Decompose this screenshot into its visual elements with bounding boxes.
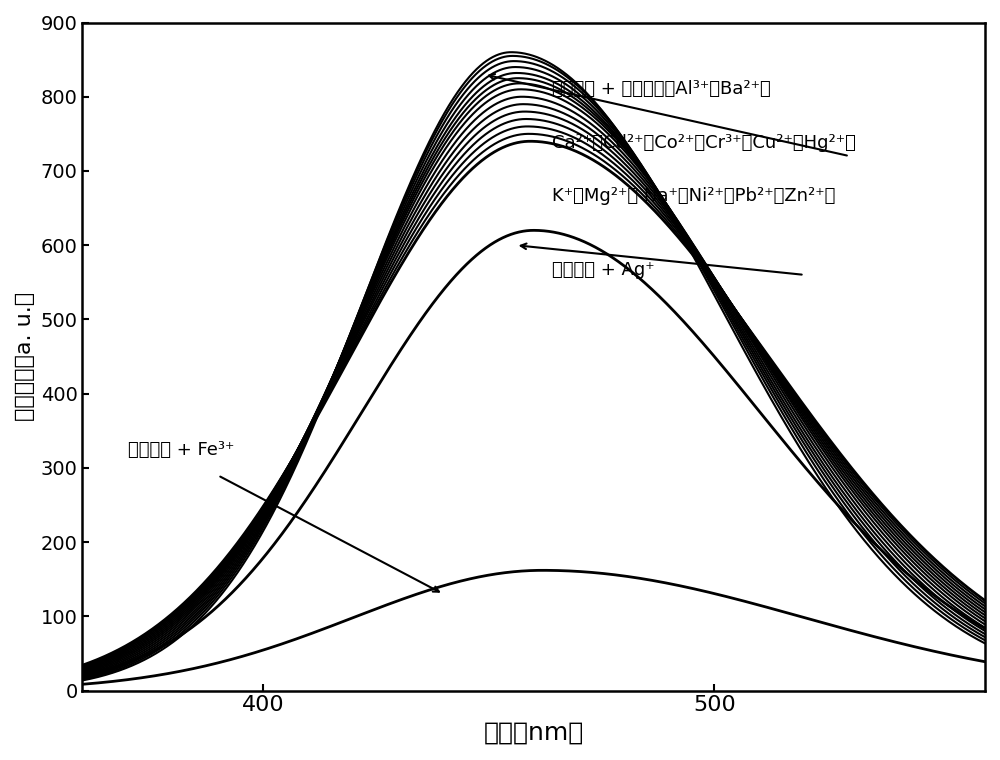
Text: 荧光探针 + Ag⁺: 荧光探针 + Ag⁺ (552, 261, 654, 279)
Text: Ca²⁺、Cd²⁺、Co²⁺、Cr³⁺、Cu²⁺、Hg²⁺、: Ca²⁺、Cd²⁺、Co²⁺、Cr³⁺、Cu²⁺、Hg²⁺、 (552, 134, 856, 152)
X-axis label: 波长（nm）: 波长（nm） (484, 721, 584, 745)
Text: 荧光探针 + Fe³⁺: 荧光探针 + Fe³⁺ (128, 441, 234, 459)
Text: 荧光探针 + 金属离子（Al³⁺、Ba²⁺、: 荧光探针 + 金属离子（Al³⁺、Ba²⁺、 (552, 81, 771, 98)
Text: K⁺、Mg²⁺、 Na⁺、Ni²⁺、Pb²⁺、Zn²⁺）: K⁺、Mg²⁺、 Na⁺、Ni²⁺、Pb²⁺、Zn²⁺） (552, 187, 835, 205)
Y-axis label: 荧光强度（a. u.）: 荧光强度（a. u.） (15, 292, 35, 421)
